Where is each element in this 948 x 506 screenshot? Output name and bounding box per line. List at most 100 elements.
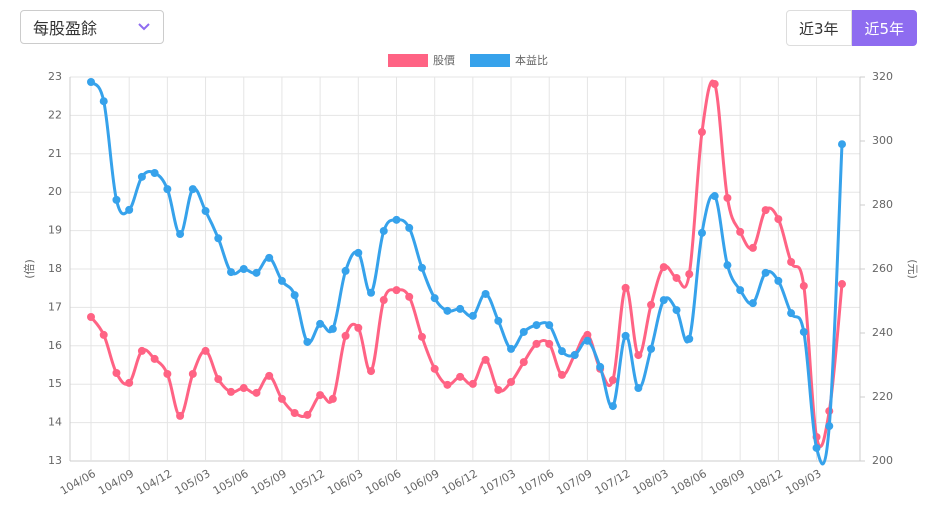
point (176, 230, 185, 239)
point (659, 296, 668, 305)
point (596, 362, 605, 371)
point (392, 215, 401, 224)
y-axis-title: (倍) (22, 259, 36, 279)
point (685, 270, 694, 279)
point (557, 347, 566, 356)
x-tick-label: 105/09 (249, 467, 289, 498)
point (188, 185, 197, 194)
point (736, 227, 745, 236)
point (812, 443, 821, 452)
point (787, 309, 796, 318)
point (188, 369, 197, 378)
point (405, 223, 414, 232)
legend-swatch (388, 54, 428, 67)
point (163, 369, 172, 378)
point (710, 80, 719, 89)
chevron (138, 23, 150, 31)
point (277, 394, 286, 403)
x-tick-label: 107/09 (554, 467, 594, 498)
point (532, 321, 541, 330)
point (748, 299, 757, 308)
point (723, 193, 732, 202)
x-tick-label: 109/03 (784, 467, 824, 498)
point (621, 283, 630, 292)
point (290, 291, 299, 300)
point (468, 311, 477, 320)
point (545, 339, 554, 348)
point (672, 306, 681, 315)
dropdown[interactable]: 每股盈餘 (20, 10, 164, 44)
point (799, 281, 808, 290)
point (570, 351, 579, 360)
y-tick-label: 18 (48, 262, 62, 275)
point (87, 313, 95, 321)
point (507, 344, 516, 353)
point (456, 304, 465, 313)
x-tick-label: 107/03 (478, 467, 518, 498)
legend-label: 本益比 (515, 53, 548, 67)
y-tick-label: 17 (48, 300, 62, 313)
point (303, 410, 312, 419)
point (354, 248, 363, 257)
point (99, 97, 108, 106)
point (647, 344, 656, 353)
point (367, 367, 376, 376)
point (125, 378, 134, 387)
range-button[interactable]: 近3年 (786, 10, 852, 46)
point (328, 324, 337, 333)
point (417, 263, 426, 272)
point (723, 261, 732, 270)
point (417, 332, 426, 341)
point (316, 319, 325, 328)
point (761, 268, 770, 277)
y-tick-label: 20 (48, 185, 62, 198)
y-tick-label: 23 (48, 70, 62, 83)
point (201, 207, 210, 216)
point (545, 321, 554, 330)
point (761, 206, 770, 215)
point (379, 296, 388, 305)
point (774, 276, 783, 285)
point (125, 205, 134, 214)
point (494, 385, 503, 394)
x-tick-label: 104/09 (96, 467, 136, 498)
point (787, 257, 796, 266)
y2-tick-label: 300 (872, 134, 893, 147)
point (150, 169, 159, 177)
point (290, 409, 299, 417)
point (621, 331, 630, 340)
point (838, 140, 846, 149)
point (838, 280, 846, 289)
point (252, 268, 261, 277)
point (608, 402, 617, 411)
point (736, 286, 745, 295)
point (647, 300, 656, 309)
point (239, 384, 248, 393)
point (265, 371, 274, 380)
point (697, 228, 706, 237)
x-tick-label: 107/12 (593, 467, 633, 498)
x-tick-label: 104/12 (134, 467, 174, 498)
point (303, 337, 312, 346)
point (227, 268, 236, 277)
x-tick-label: 108/12 (745, 467, 785, 498)
point (634, 384, 643, 393)
y2-tick-label: 220 (872, 390, 893, 403)
y-tick-label: 22 (48, 108, 62, 121)
range-button[interactable]: 近5年 (851, 10, 918, 46)
point (201, 346, 210, 355)
point (150, 354, 159, 363)
x-tick-label: 108/06 (669, 467, 709, 498)
point (316, 391, 325, 400)
point (443, 380, 452, 389)
point (608, 376, 617, 385)
point (774, 215, 783, 224)
point (379, 226, 388, 235)
point (825, 422, 834, 431)
x-tick-label: 105/03 (173, 467, 213, 498)
point (583, 336, 592, 345)
point (99, 330, 108, 339)
x-tick-label: 106/09 (402, 467, 442, 498)
y2-tick-label: 280 (872, 198, 893, 211)
